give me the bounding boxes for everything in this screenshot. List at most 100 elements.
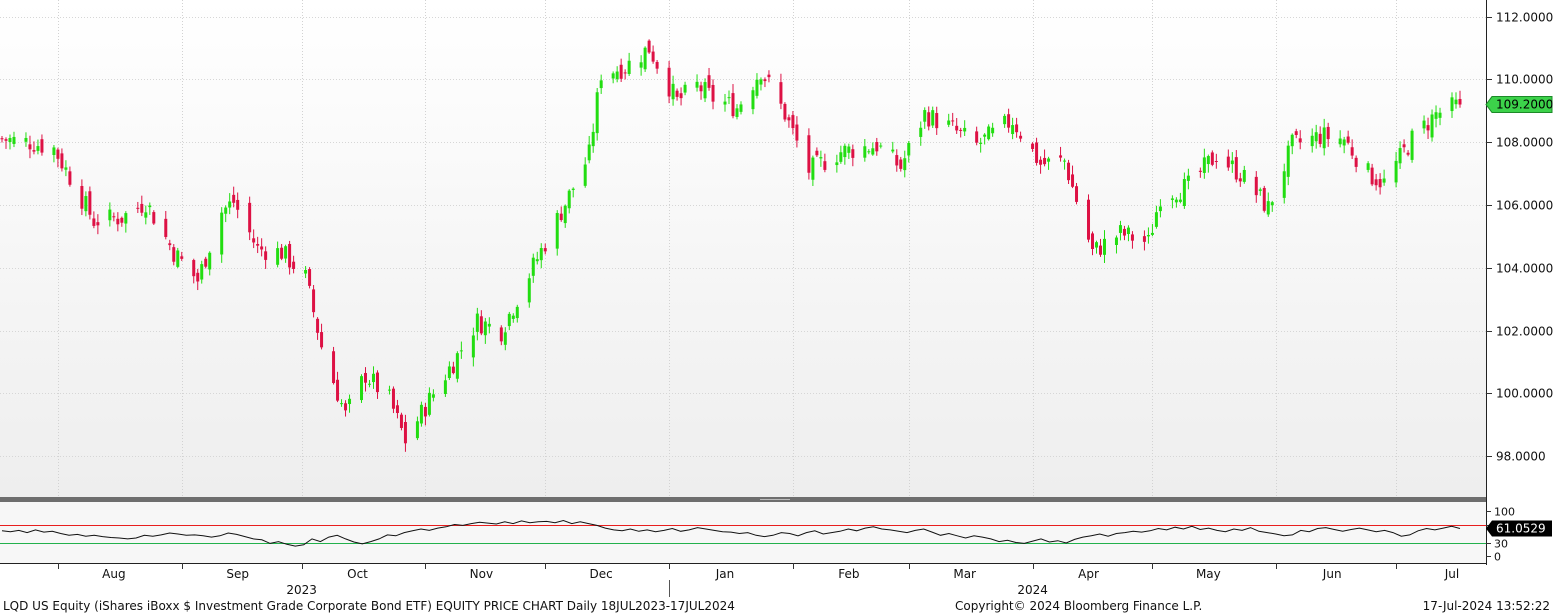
candle-body	[8, 137, 12, 143]
candle-up	[539, 243, 543, 269]
candle-down	[787, 114, 791, 128]
candle-body	[571, 188, 575, 190]
candle-down	[675, 88, 679, 101]
candle-up	[555, 210, 559, 256]
candle-body	[1398, 148, 1402, 164]
candle-body	[344, 403, 348, 411]
candle-body	[276, 248, 280, 265]
candle-down	[280, 244, 284, 261]
candle-body	[1374, 179, 1378, 186]
candle-body	[4, 139, 8, 141]
month-label: Oct	[347, 567, 368, 581]
candle-down	[623, 69, 627, 80]
candle-up	[739, 101, 743, 115]
candle-up	[1114, 235, 1118, 254]
candle-up	[891, 141, 895, 154]
candle-body	[120, 217, 124, 223]
candle-body	[1007, 114, 1011, 128]
candle-down	[395, 399, 399, 419]
candle-body	[1019, 135, 1023, 139]
candle-body	[1426, 125, 1430, 131]
candle-down	[1294, 128, 1298, 139]
candle-up	[983, 133, 987, 145]
candle-up	[471, 327, 475, 367]
candle-body	[1178, 199, 1182, 202]
candle-down	[1007, 108, 1011, 133]
candle-up	[228, 193, 232, 215]
candle-up	[1282, 163, 1286, 204]
candle-body	[60, 153, 64, 169]
candle-down	[699, 81, 703, 100]
candle-body	[1206, 156, 1210, 165]
candle-body	[555, 213, 559, 249]
candle-down	[1035, 137, 1039, 166]
candle-down	[32, 141, 36, 155]
candle-down	[499, 325, 503, 346]
candle-down	[647, 39, 651, 54]
candle-body	[759, 79, 763, 85]
candle-body	[96, 222, 100, 226]
candle-body	[1254, 176, 1258, 196]
candle-up	[1118, 220, 1122, 241]
candle-down	[559, 206, 563, 222]
candle-body	[839, 152, 843, 162]
candle-body	[935, 113, 939, 129]
candle-body	[615, 71, 619, 80]
candle-down	[783, 102, 787, 122]
price-tick-label: 106.0000	[1496, 199, 1553, 213]
candle-body	[24, 137, 28, 142]
candle-up	[567, 189, 571, 214]
candle-body	[403, 422, 407, 444]
month-label: Nov	[470, 567, 493, 581]
candle-body	[1142, 236, 1146, 242]
candle-body	[531, 257, 535, 276]
candle-body	[236, 199, 240, 210]
candle-up	[811, 155, 815, 187]
candle-body	[1270, 202, 1274, 206]
candle-down	[1298, 130, 1302, 150]
candle-body	[144, 212, 148, 218]
candle-body	[499, 327, 503, 342]
candle-up	[1174, 197, 1178, 208]
candle-down	[1458, 90, 1462, 108]
candle-body	[140, 203, 144, 213]
candle-body	[979, 142, 983, 144]
candle-up	[587, 135, 591, 164]
candle-down	[1039, 156, 1043, 174]
candle-body	[252, 238, 256, 243]
candle-body	[1354, 157, 1358, 167]
candle-body	[348, 398, 352, 405]
candle-body	[1286, 145, 1290, 177]
candle-up	[507, 311, 511, 331]
candle-body	[963, 127, 967, 132]
candle-body	[220, 212, 224, 255]
candle-body	[567, 190, 571, 209]
candle-body	[1298, 138, 1302, 143]
candle-body	[587, 144, 591, 161]
candle-down	[795, 116, 799, 148]
candle-down	[935, 106, 939, 135]
candle-down	[152, 210, 156, 225]
candle-down	[1214, 153, 1218, 169]
candle-down	[851, 144, 855, 167]
candle-body	[927, 112, 931, 127]
candle-body	[651, 51, 655, 62]
candle-up	[276, 241, 280, 268]
candle-body	[0, 138, 4, 140]
candle-body	[200, 264, 204, 280]
candle-body	[1150, 232, 1154, 235]
candle-up	[52, 144, 56, 163]
candle-body	[1087, 199, 1091, 240]
candle-up	[1322, 118, 1326, 156]
candle-up	[1003, 113, 1007, 128]
price-panel-bg	[0, 0, 1486, 497]
candle-down	[1130, 231, 1134, 249]
candle-body	[959, 129, 963, 131]
candle-body	[903, 158, 907, 171]
candle-body	[116, 218, 120, 225]
candle-body	[655, 61, 659, 69]
candle-up	[903, 150, 907, 178]
timestamp: 17-Jul-2024 13:52:22	[1422, 599, 1550, 613]
candle-down	[1254, 171, 1258, 203]
